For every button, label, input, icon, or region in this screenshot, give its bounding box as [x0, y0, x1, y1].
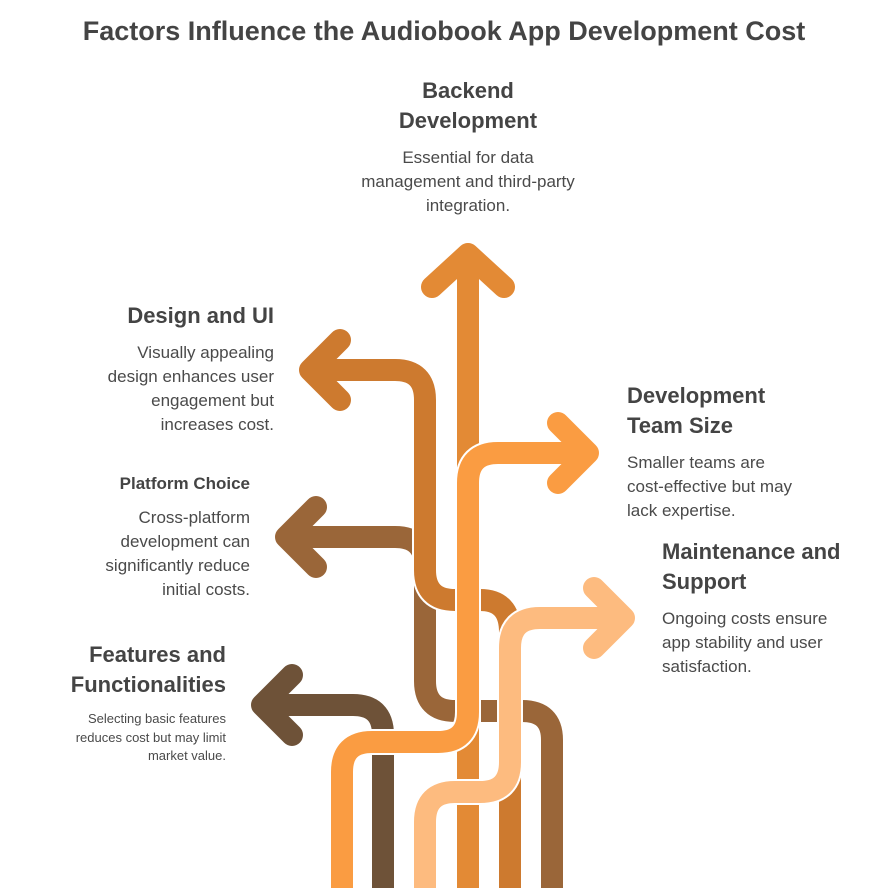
- factor-description: Smaller teams are cost-effective but may…: [627, 453, 793, 520]
- factor-backend: Backend Development Essential for data m…: [340, 76, 596, 218]
- factor-features: Features and Functionalities Selecting b…: [40, 640, 226, 766]
- diagram-title: Factors Influence the Audiobook App Deve…: [82, 16, 806, 46]
- factor-description: Ongoing costs ensure app stability and u…: [662, 609, 828, 676]
- factor-description: Selecting basic features reduces cost bu…: [75, 711, 226, 763]
- factor-heading: Design and UI: [127, 303, 274, 328]
- factor-heading: Features and Functionalities: [70, 642, 226, 697]
- factor-description: Essential for data management and third-…: [361, 148, 575, 215]
- factor-maintenance: Maintenance and Support Ongoing costs en…: [662, 537, 847, 679]
- arrow-path: [414, 577, 635, 888]
- arrow-path: [251, 664, 394, 888]
- arrow-path: [331, 412, 599, 888]
- arrow-features: [249, 662, 396, 888]
- arrow-path: [299, 329, 521, 888]
- arrow-design: [297, 327, 523, 888]
- factor-team: Development Team Size Smaller teams are …: [627, 381, 802, 523]
- factor-platform: Platform Choice Cross-platform developme…: [70, 472, 250, 602]
- factor-heading: Backend Development: [398, 78, 538, 133]
- factor-heading: Platform Choice: [119, 474, 250, 493]
- factor-description: Visually appealing design enhances user …: [107, 343, 274, 434]
- arrow-team: [329, 410, 601, 888]
- factor-heading: Maintenance and Support: [662, 539, 841, 594]
- arrow-maintenance: [412, 575, 637, 888]
- factor-heading: Development Team Size: [627, 383, 766, 438]
- factor-design: Design and UI Visually appealing design …: [96, 301, 274, 437]
- factor-description: Cross-platform development can significa…: [105, 508, 250, 599]
